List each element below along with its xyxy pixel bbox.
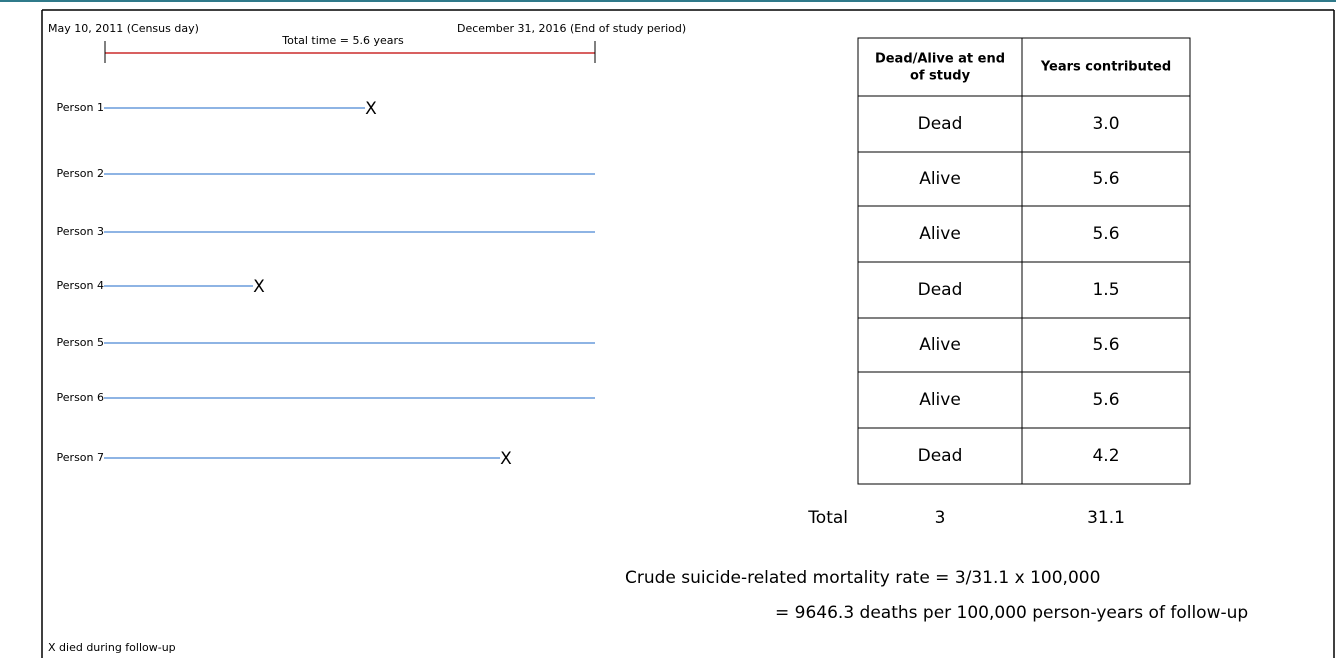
header-cell: Dead/Alive at end <box>875 52 1005 67</box>
status-cell: Dead <box>918 114 963 134</box>
total-dead: 3 <box>935 508 946 528</box>
top-border <box>0 0 1336 2</box>
years-cell: 3.0 <box>1092 114 1119 134</box>
table-border <box>857 37 1191 485</box>
formula-line: Crude suicide-related mortality rate = 3… <box>625 568 1100 588</box>
years-cell: 5.6 <box>1092 335 1119 355</box>
years-cell: 1.5 <box>1092 280 1119 300</box>
years-cell: 5.6 <box>1092 224 1119 244</box>
person-lines: Person 1 X Person 2 Person 3 Person 4 X Person… <box>57 99 595 469</box>
status-cell: Dead <box>918 446 963 466</box>
person-label: Person 4 <box>57 279 104 292</box>
status-cell: Alive <box>919 335 961 355</box>
person-label: Person 6 <box>57 391 104 404</box>
status-cell: Alive <box>919 390 961 410</box>
legend: X died during follow-up <box>48 641 176 654</box>
end-label: December 31, 2016 (End of study period) <box>457 22 686 35</box>
header-cell: Years contributed <box>1040 60 1171 75</box>
years-cell: 4.2 <box>1092 446 1119 466</box>
years-cell: 5.6 <box>1092 390 1119 410</box>
start-label: May 10, 2011 (Census day) <box>48 22 199 35</box>
person-label: Person 1 <box>57 101 104 114</box>
death-marker: X <box>500 449 512 469</box>
years-cell: 5.6 <box>1092 169 1119 189</box>
death-marker: X <box>253 277 265 297</box>
person-label: Person 5 <box>57 336 104 349</box>
total-label: Total <box>807 508 848 528</box>
status-cell: Alive <box>919 169 961 189</box>
status-cell: Dead <box>918 280 963 300</box>
table: Dead/Alive at end of study Years contribut… <box>857 37 1191 485</box>
header-cell: of study <box>910 69 971 84</box>
person-label: Person 3 <box>57 225 104 238</box>
person-label: Person 7 <box>57 451 104 464</box>
status-cell: Alive <box>919 224 961 244</box>
person-label: Person 2 <box>57 167 104 180</box>
death-marker: X <box>365 99 377 119</box>
formula-result: = 9646.3 deaths per 100,000 person-years… <box>775 603 1248 623</box>
total-label: Total time = 5.6 years <box>281 34 404 47</box>
total-years: 31.1 <box>1087 508 1125 528</box>
